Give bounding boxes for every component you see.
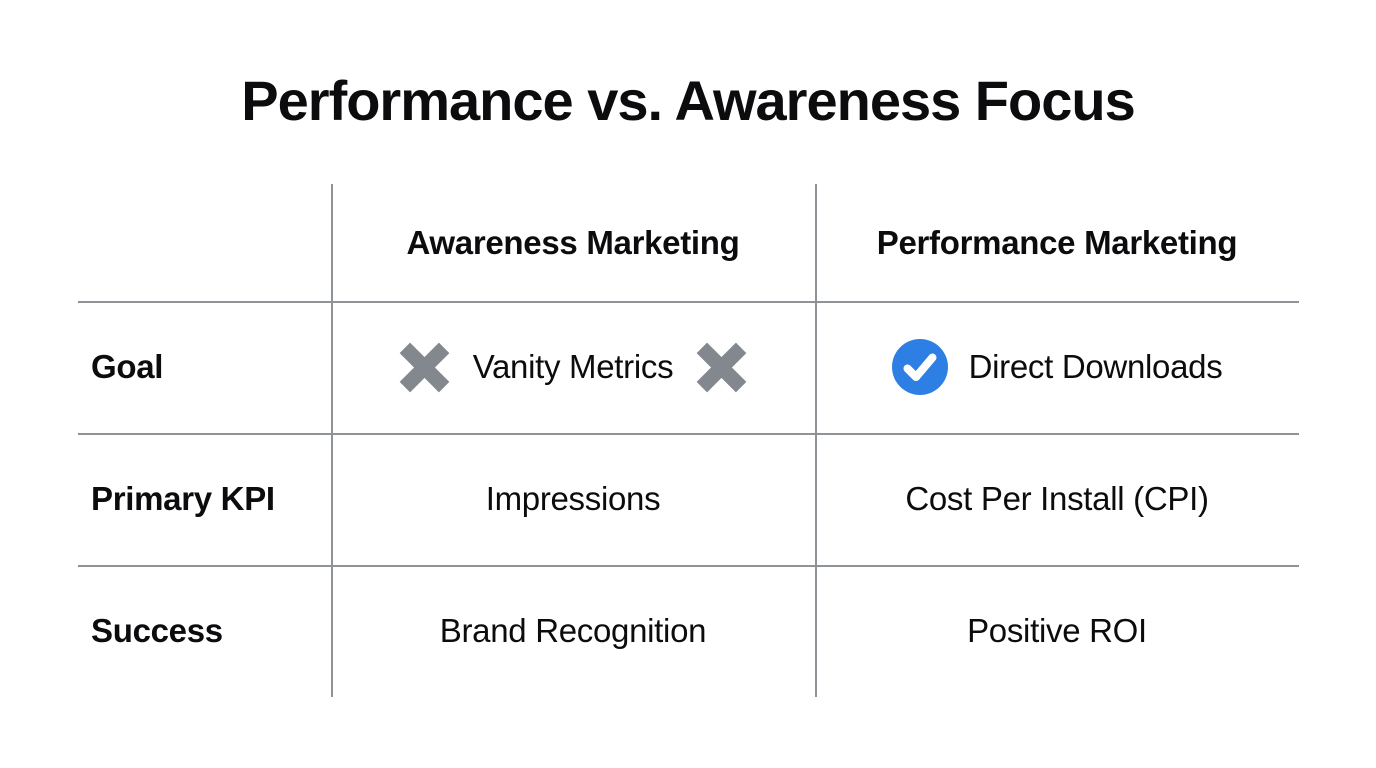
cell-text: Direct Downloads	[968, 348, 1223, 385]
cell-primary-kpi-performance: Cost Per Install (CPI)	[905, 480, 1209, 517]
row-label-success: Success	[91, 612, 223, 649]
check-circle-icon	[891, 339, 948, 395]
row-label-primary-kpi: Primary KPI	[91, 480, 275, 517]
table-rule-vertical	[331, 184, 333, 697]
cell-primary-kpi-awareness: Impressions	[485, 480, 661, 517]
row-label-goal: Goal	[91, 348, 164, 385]
x-mark-icon	[399, 342, 450, 392]
cell-success-performance: Positive ROI	[967, 612, 1147, 649]
corner-cell	[78, 184, 331, 301]
comparison-table: Awareness Marketing Performance Marketin…	[78, 184, 1299, 697]
table-rule-horizontal	[78, 301, 1299, 303]
cell-goal-performance: Direct Downloads	[815, 301, 1299, 433]
page-title: Performance vs. Awareness Focus	[241, 69, 1135, 132]
table-rule-horizontal	[78, 433, 1299, 435]
table-rule-vertical	[815, 184, 817, 697]
column-header-awareness: Awareness Marketing	[406, 223, 740, 261]
cell-goal-awareness: Vanity Metrics	[331, 301, 815, 433]
cell-success-awareness: Brand Recognition	[439, 612, 707, 649]
cell-text: Vanity Metrics	[472, 348, 674, 385]
column-header-performance: Performance Marketing	[876, 223, 1238, 261]
x-mark-icon	[696, 342, 747, 392]
table-grid: Awareness Marketing Performance Marketin…	[78, 184, 1299, 697]
table-rule-horizontal	[78, 565, 1299, 567]
